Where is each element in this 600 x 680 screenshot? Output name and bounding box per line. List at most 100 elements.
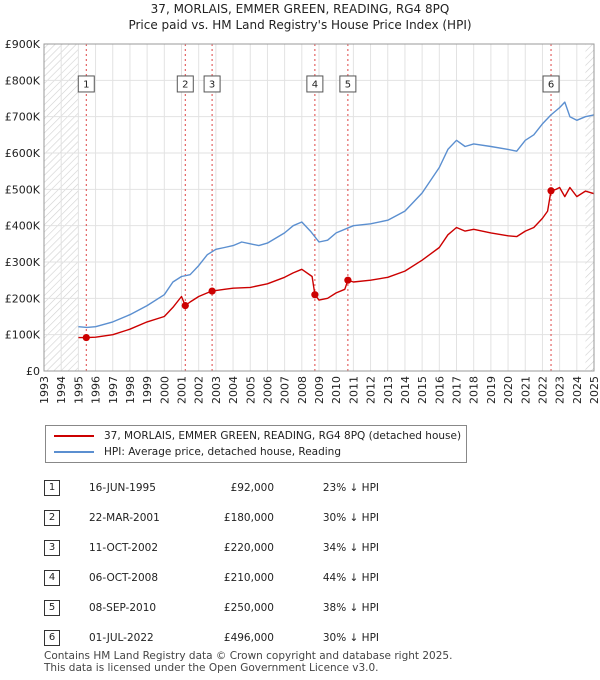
sale-point <box>547 187 555 195</box>
table-row: 6 01-JUL-2022 £496,000 30% ↓ HPI <box>44 623 379 653</box>
sale-number-label: 1 <box>83 79 89 90</box>
x-tick-label: 2021 <box>519 376 532 404</box>
sale-number-box <box>176 75 194 93</box>
footer: Contains HM Land Registry data © Crown c… <box>44 650 452 674</box>
sale-hpi-diff: 38% ↓ HPI <box>322 602 379 614</box>
x-tick-label: 2010 <box>330 376 343 404</box>
sale-number-badge: 1 <box>44 480 60 496</box>
x-tick-label: 1996 <box>90 376 103 404</box>
sale-number-badge: 3 <box>44 540 60 556</box>
chart-title: 37, MORLAIS, EMMER GREEN, READING, RG4 8… <box>150 2 450 16</box>
x-tick-label: 1999 <box>141 376 154 404</box>
x-tick-label: 2022 <box>536 376 549 404</box>
sale-point <box>208 287 216 295</box>
table-row: 4 06-OCT-2008 £210,000 44% ↓ HPI <box>44 563 379 593</box>
x-tick-label: 2015 <box>416 376 429 404</box>
x-tick-label: 2013 <box>382 376 395 404</box>
x-tick-label: 1997 <box>107 376 120 404</box>
table-row: 5 08-SEP-2010 £250,000 38% ↓ HPI <box>44 593 379 623</box>
sale-number-box <box>542 75 560 93</box>
sale-hpi-diff: 23% ↓ HPI <box>322 482 379 494</box>
sale-hpi-diff: 34% ↓ HPI <box>322 542 379 554</box>
x-tick-label: 2005 <box>244 376 257 404</box>
sale-number-box <box>77 75 95 93</box>
table-row: 2 22-MAR-2001 £180,000 30% ↓ HPI <box>44 503 379 533</box>
x-tick-label: 2003 <box>210 376 223 404</box>
x-tick-label: 2017 <box>451 376 464 404</box>
y-tick-label: £0 <box>26 365 40 378</box>
y-tick-label: £600K <box>5 147 41 160</box>
x-tick-label: 2020 <box>502 376 515 404</box>
table-row: 1 16-JUN-1995 £92,000 23% ↓ HPI <box>44 473 379 503</box>
x-tick-label: 1998 <box>124 376 137 404</box>
y-tick-label: £700K <box>5 111 41 124</box>
plot-border <box>43 43 595 372</box>
x-tick-label: 1995 <box>72 376 85 404</box>
x-tick-label: 2007 <box>279 376 292 404</box>
sale-price: £92,000 <box>230 482 274 494</box>
chart-subtitle: Price paid vs. HM Land Registry's House … <box>128 18 472 32</box>
sale-number-box <box>203 75 221 93</box>
hatched-region <box>585 44 594 371</box>
x-tick-label: 2025 <box>588 376 600 404</box>
sale-price: £210,000 <box>223 572 274 584</box>
chart-legend: 37, MORLAIS, EMMER GREEN, READING, RG4 8… <box>45 425 467 463</box>
sale-number-label: 5 <box>345 79 351 90</box>
legend-label-property: 37, MORLAIS, EMMER GREEN, READING, RG4 8… <box>104 430 462 442</box>
sale-date: 06-OCT-2008 <box>89 572 158 584</box>
footer-copyright: Contains HM Land Registry data © Crown c… <box>44 650 453 662</box>
x-tick-label: 2018 <box>468 376 481 404</box>
legend-item-hpi: HPI: Average price, detached house, Read… <box>54 444 341 460</box>
x-tick-label: 2000 <box>158 376 171 404</box>
y-tick-label: £500K <box>5 183 41 196</box>
sale-date: 11-OCT-2002 <box>89 542 158 554</box>
table-row: 3 11-OCT-2002 £220,000 34% ↓ HPI <box>44 533 379 563</box>
sale-hpi-diff: 30% ↓ HPI <box>322 632 379 644</box>
x-tick-label: 2024 <box>571 376 584 404</box>
x-tick-label: 2008 <box>296 376 309 404</box>
legend-swatch-red <box>54 435 94 437</box>
hpi-series-line <box>78 101 595 329</box>
sale-price: £250,000 <box>223 602 274 614</box>
x-tick-label: 2006 <box>261 376 274 404</box>
sale-hpi-diff: 30% ↓ HPI <box>322 512 379 524</box>
sale-number-label: 4 <box>312 79 318 90</box>
sale-point <box>181 302 189 310</box>
legend-label-hpi: HPI: Average price, detached house, Read… <box>104 446 341 458</box>
sale-number-box <box>339 75 357 93</box>
legend-swatch-blue <box>54 451 94 453</box>
y-tick-label: £200K <box>5 292 41 305</box>
x-tick-label: 1993 <box>38 376 51 404</box>
sale-price: £220,000 <box>223 542 274 554</box>
sale-point <box>82 333 90 342</box>
sale-number-label: 3 <box>209 79 215 90</box>
x-tick-label: 2016 <box>433 376 446 404</box>
x-tick-label: 2014 <box>399 376 412 404</box>
sales-table: 1 16-JUN-1995 £92,000 23% ↓ HPI 2 22-MAR… <box>44 473 379 653</box>
x-tick-label: 2009 <box>313 376 326 404</box>
price-chart: 1 2 3 4 5 6 £0 £100K £200K £300K £400K £500K £600K £7… <box>5 38 600 404</box>
sale-number-box <box>306 75 324 93</box>
legend-item-property: 37, MORLAIS, EMMER GREEN, READING, RG4 8… <box>54 428 461 444</box>
sale-number-label: 6 <box>548 79 554 90</box>
x-tick-label: 2012 <box>365 376 378 404</box>
sale-number-label: 2 <box>182 79 188 90</box>
sale-number-badge: 4 <box>44 570 60 586</box>
x-tick-label: 2001 <box>176 376 189 404</box>
sale-date: 22-MAR-2001 <box>89 512 160 524</box>
footer-license: This data is licensed under the Open Gov… <box>44 662 379 674</box>
y-tick-label: £300K <box>5 256 41 269</box>
y-tick-label: £900K <box>5 38 41 51</box>
sale-date: 16-JUN-1995 <box>89 482 156 494</box>
sale-point <box>311 291 319 299</box>
sale-price: £180,000 <box>223 512 274 524</box>
x-tick-label: 2023 <box>554 376 567 404</box>
sale-number-badge: 2 <box>44 510 60 526</box>
x-tick-label: 2004 <box>227 376 240 404</box>
x-tick-label: 2019 <box>485 376 498 404</box>
sale-price: £496,000 <box>223 632 274 644</box>
y-tick-label: £400K <box>5 220 41 233</box>
sale-date: 01-JUL-2022 <box>89 632 154 644</box>
sale-date: 08-SEP-2010 <box>89 602 157 614</box>
sale-point <box>344 276 352 284</box>
